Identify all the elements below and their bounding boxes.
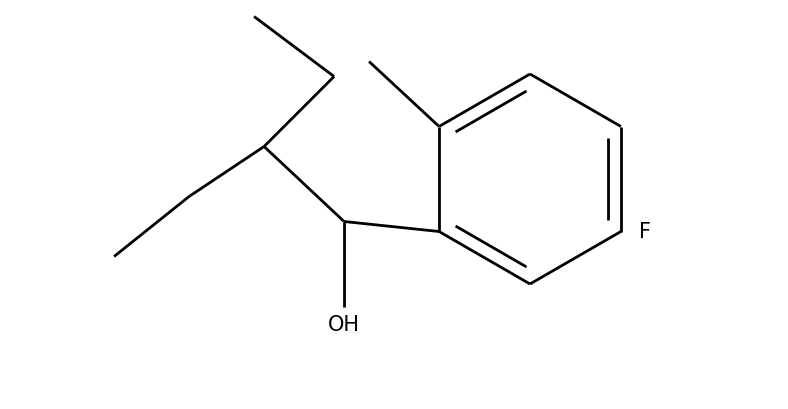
Text: OH: OH [328,315,360,335]
Text: F: F [639,222,651,242]
